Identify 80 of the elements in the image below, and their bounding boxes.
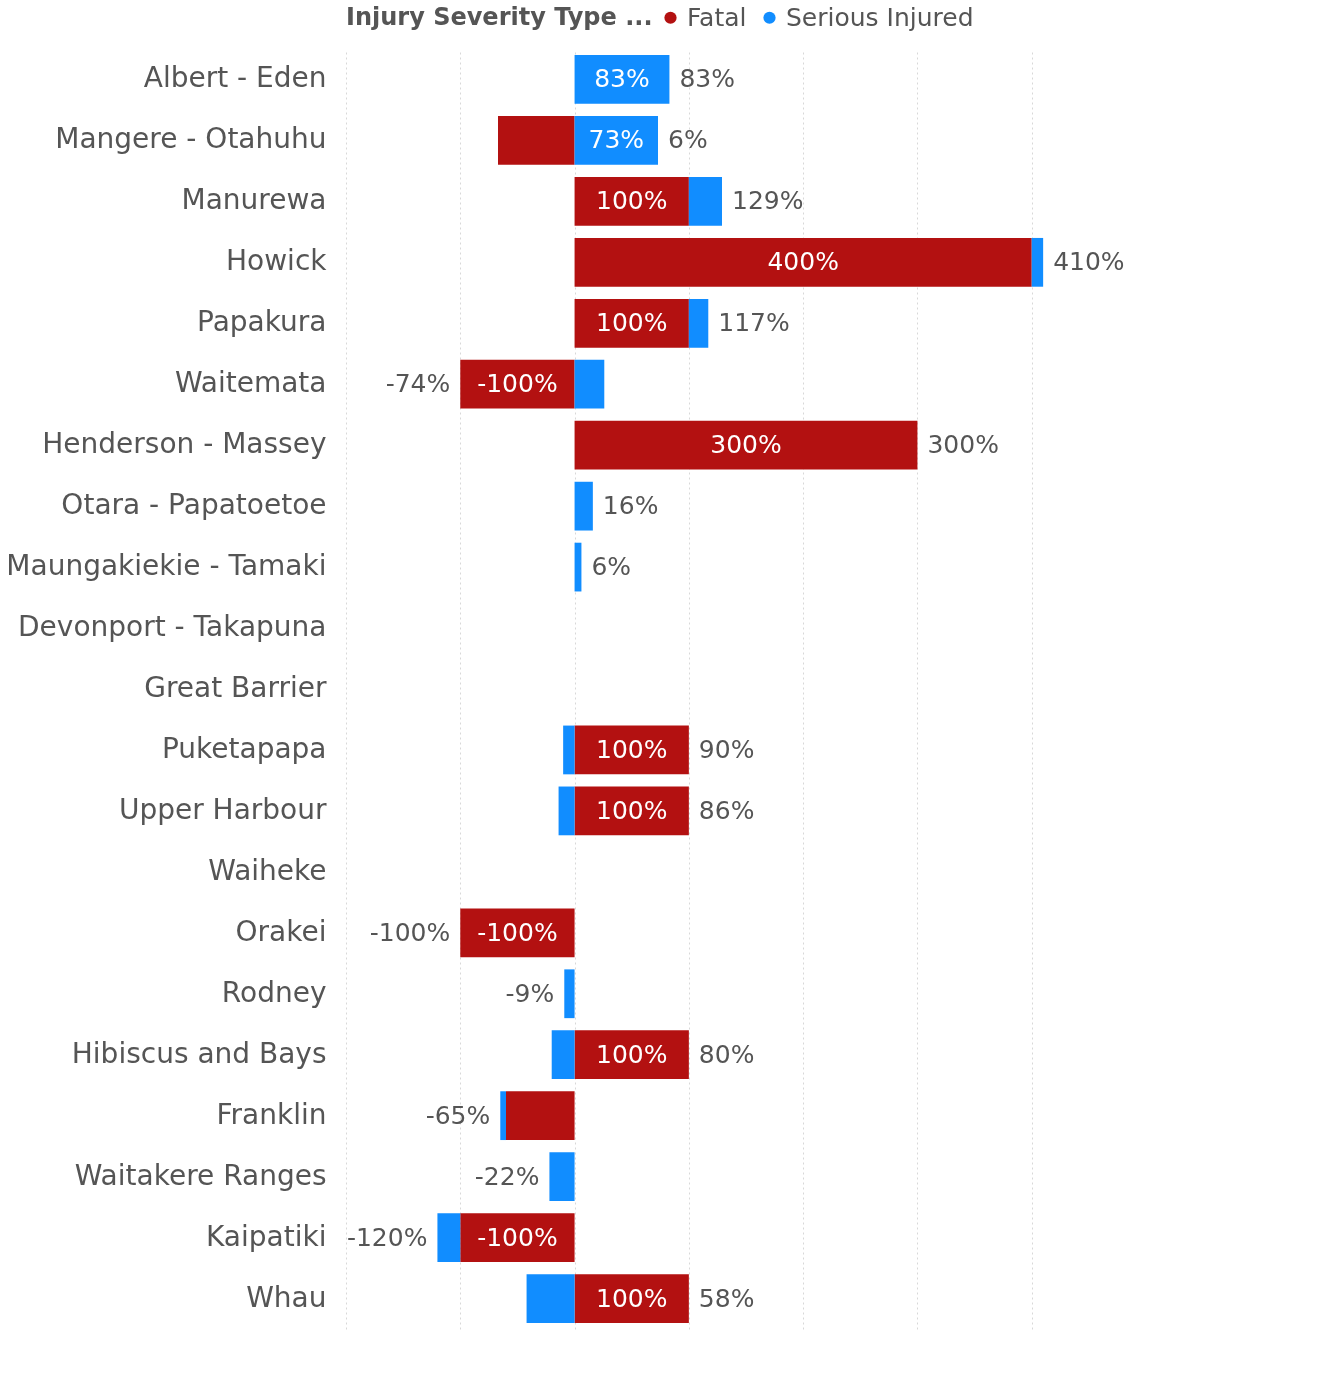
bar	[563, 725, 575, 775]
y-tick-label: Devonport - Takapuna	[18, 610, 327, 644]
data-label: 73%	[588, 125, 645, 155]
bar	[1031, 237, 1044, 287]
bar	[460, 908, 575, 958]
data-label: 400%	[767, 247, 839, 277]
bar	[574, 1274, 689, 1323]
total-label: 129%	[732, 186, 804, 216]
data-label: 300%	[710, 430, 782, 460]
total-label: 80%	[698, 1039, 755, 1069]
bar	[564, 969, 575, 1019]
bar	[551, 1030, 575, 1080]
y-tick-label: Puketapapa	[161, 731, 327, 765]
total-label: 86%	[698, 795, 755, 825]
y-tick-label: Upper Harbour	[118, 792, 327, 826]
y-tick-label: Manurewa	[181, 183, 327, 217]
data-label: 100%	[595, 1283, 668, 1313]
data-label: 100%	[595, 795, 668, 825]
data-label: -100%	[477, 369, 558, 399]
total-label: 300%	[927, 430, 999, 460]
y-tick-label: Hibiscus and Bays	[71, 1036, 327, 1070]
total-label: 117%	[718, 308, 790, 338]
data-label: -100%	[477, 1222, 558, 1252]
total-label: -100%	[369, 917, 451, 947]
bar	[574, 237, 1032, 287]
total-label: -120%	[346, 1222, 428, 1252]
bar	[526, 1274, 575, 1323]
bar	[558, 786, 575, 836]
legend-label: Fatal	[687, 2, 747, 32]
total-label: 16%	[602, 491, 659, 521]
y-tick-label: Otara - Papatoetoe	[61, 488, 327, 522]
bar	[688, 298, 709, 348]
bar	[500, 1091, 506, 1141]
total-label: 83%	[679, 64, 736, 94]
bar	[574, 1030, 689, 1080]
legend-label: Serious Injured	[786, 2, 974, 32]
bar	[437, 1213, 461, 1262]
y-tick-label: Mangere - Otahuhu	[55, 122, 327, 156]
y-tick-label: Waitakere Ranges	[74, 1158, 327, 1192]
total-label: -22%	[474, 1161, 540, 1191]
data-label: 83%	[594, 64, 650, 94]
y-tick-label: Howick	[226, 244, 328, 278]
bar	[574, 481, 593, 531]
bar	[460, 359, 575, 409]
y-tick-label: Henderson - Massey	[42, 427, 327, 461]
y-tick-label: Waiheke	[208, 853, 327, 887]
y-tick-label: Great Barrier	[144, 671, 327, 704]
total-label: 410%	[1053, 247, 1125, 277]
data-label: 100%	[595, 186, 668, 216]
y-tick-label: Orakei	[235, 914, 327, 948]
data-label: 100%	[595, 1039, 668, 1069]
total-label: 90%	[698, 734, 755, 764]
bar	[549, 1152, 575, 1201]
bar	[498, 116, 575, 165]
total-label: 6%	[668, 125, 708, 155]
bar	[574, 177, 689, 226]
y-tick-label: Maungakiekie - Tamaki	[6, 549, 327, 583]
data-label: 100%	[595, 734, 668, 764]
y-tick-label: Albert - Eden	[143, 61, 327, 95]
bar	[460, 1213, 575, 1262]
bar	[688, 177, 722, 226]
total-label: -9%	[505, 978, 555, 1008]
data-label: 100%	[595, 308, 668, 338]
data-label: -100%	[477, 917, 558, 947]
legend-title: Injury Severity Type ...	[346, 3, 653, 31]
y-tick-label: Franklin	[216, 1097, 327, 1131]
total-label: -65%	[425, 1100, 491, 1130]
y-tick-label: Papakura	[197, 305, 327, 339]
bar	[506, 1091, 575, 1141]
y-tick-label: Kaipatiki	[206, 1219, 327, 1253]
total-label: 6%	[591, 552, 632, 582]
total-label: -74%	[385, 369, 451, 399]
bar	[574, 298, 689, 348]
total-label: 58%	[698, 1283, 755, 1313]
y-tick-label: Waitemata	[174, 366, 327, 400]
y-tick-label: Rodney	[221, 975, 327, 1009]
bar	[574, 359, 605, 409]
bar	[574, 420, 918, 470]
bar	[574, 116, 658, 165]
y-tick-label: Whau	[246, 1280, 327, 1314]
